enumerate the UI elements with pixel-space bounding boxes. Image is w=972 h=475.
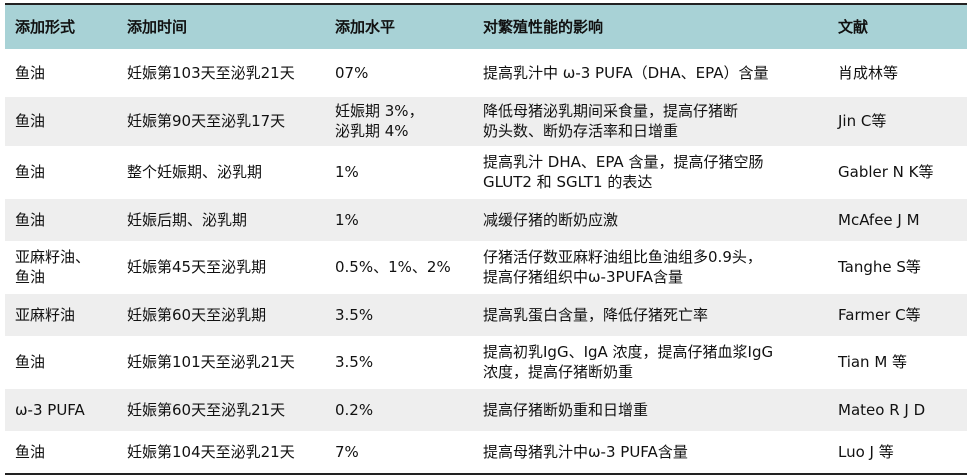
- cell-effect: 提高乳汁中 ω-3 PUFA（DHA、EPA）含量: [483, 63, 769, 82]
- cell-level: 1%: [335, 163, 359, 181]
- cell-effect: 减缓仔猪的断奶应激: [483, 210, 619, 229]
- cell-effect: 提高乳汁 DHA、EPA 含量，提高仔猪空肠 GLUT2 和 SGLT1 的表达: [483, 153, 764, 191]
- table-row: 鱼油 妊娠第104天至泌乳21天 7% 提高母猪乳汁中ω-3 PUFA含量 Lu…: [5, 431, 967, 474]
- cell-time: 妊娠第101天至泌乳21天: [127, 353, 295, 371]
- cell-level: 07%: [335, 63, 369, 82]
- table-row: 鱼油 妊娠第101天至泌乳21天 3.5% 提高初乳IgG、IgA 浓度，提高仔…: [5, 336, 967, 388]
- header-reference: 文献: [838, 18, 869, 37]
- table-row: 亚麻籽油 妊娠第60天至泌乳期 3.5% 提高乳蛋白含量，降低仔猪死亡率 Far…: [5, 293, 967, 336]
- table-row: 亚麻籽油、 鱼油 妊娠第45天至泌乳期 0.5%、1%、2% 仔猪活仔数亚麻籽油…: [5, 241, 967, 293]
- cell-effect: 降低母猪泌乳期间采食量，提高仔猪断 奶头数、断奶存活率和日增重: [483, 102, 739, 140]
- table-row: 鱼油 妊娠第103天至泌乳21天 07% 提高乳汁中 ω-3 PUFA（DHA、…: [5, 49, 967, 96]
- cell-time: 妊娠第103天至泌乳21天: [127, 63, 295, 82]
- cell-reference: Farmer C等: [838, 305, 921, 324]
- cell-reference: Luo J 等: [838, 443, 894, 462]
- cell-level: 0.5%、1%、2%: [335, 258, 451, 276]
- cell-effect: 提高乳蛋白含量，降低仔猪死亡率: [483, 305, 709, 324]
- cell-form: 鱼油: [15, 353, 46, 371]
- header-level: 添加水平: [335, 18, 396, 37]
- cell-level: 1%: [335, 210, 359, 229]
- cell-reference: Gabler N K等: [838, 163, 934, 181]
- table-header-row: 添加形式 添加时间 添加水平 对繁殖性能的影响 文献: [5, 4, 967, 49]
- supplement-table: 添加形式 添加时间 添加水平 对繁殖性能的影响 文献 鱼油 妊娠第103天至泌乳…: [5, 3, 967, 475]
- cell-level: 3.5%: [335, 305, 374, 324]
- cell-effect: 提高仔猪断奶重和日增重: [483, 400, 649, 419]
- cell-level: 妊娠期 3%， 泌乳期 4%: [335, 102, 424, 140]
- table-row: ω-3 PUFA 妊娠第60天至泌乳21天 0.2% 提高仔猪断奶重和日增重 M…: [5, 388, 967, 431]
- cell-time: 妊娠后期、泌乳期: [127, 210, 248, 229]
- cell-reference: Tian M 等: [838, 353, 908, 371]
- header-form: 添加形式: [15, 18, 76, 37]
- cell-level: 3.5%: [335, 353, 374, 371]
- header-effect: 对繁殖性能的影响: [483, 18, 604, 37]
- cell-time: 妊娠第45天至泌乳期: [127, 258, 267, 276]
- table-row: 鱼油 整个妊娠期、泌乳期 1% 提高乳汁 DHA、EPA 含量，提高仔猪空肠 G…: [5, 146, 967, 198]
- cell-form: 亚麻籽油、 鱼油: [15, 248, 91, 286]
- cell-form: 鱼油: [15, 63, 46, 82]
- cell-level: 7%: [335, 443, 359, 462]
- cell-reference: Jin C等: [838, 112, 887, 130]
- cell-effect: 提高初乳IgG、IgA 浓度，提高仔猪血浆IgG 浓度，提高仔猪断奶重: [483, 343, 774, 381]
- cell-reference: Tanghe S等: [838, 258, 921, 276]
- cell-effect: 仔猪活仔数亚麻籽油组比鱼油组多0.9头， 提高仔猪组织中ω-3PUFA含量: [483, 248, 762, 286]
- cell-time: 整个妊娠期、泌乳期: [127, 163, 263, 181]
- cell-reference: McAfee J M: [838, 210, 920, 229]
- cell-form: 鱼油: [15, 443, 46, 462]
- cell-time: 妊娠第90天至泌乳17天: [127, 112, 286, 130]
- cell-form: 鱼油: [15, 163, 46, 181]
- cell-form: 鱼油: [15, 112, 46, 130]
- cell-time: 妊娠第104天至泌乳21天: [127, 443, 295, 462]
- cell-time: 妊娠第60天至泌乳21天: [127, 400, 286, 419]
- table-row: 鱼油 妊娠第90天至泌乳17天 妊娠期 3%， 泌乳期 4% 降低母猪泌乳期间采…: [5, 96, 967, 146]
- cell-reference: Mateo R J D: [838, 400, 926, 419]
- cell-time: 妊娠第60天至泌乳期: [127, 305, 267, 324]
- cell-reference: 肖成林等: [838, 63, 899, 82]
- header-time: 添加时间: [127, 18, 188, 37]
- cell-form: ω-3 PUFA: [15, 400, 85, 419]
- cell-form: 鱼油: [15, 210, 46, 229]
- table-row: 鱼油 妊娠后期、泌乳期 1% 减缓仔猪的断奶应激 McAfee J M: [5, 198, 967, 241]
- cell-level: 0.2%: [335, 400, 374, 419]
- cell-form: 亚麻籽油: [15, 305, 76, 324]
- cell-effect: 提高母猪乳汁中ω-3 PUFA含量: [483, 443, 688, 462]
